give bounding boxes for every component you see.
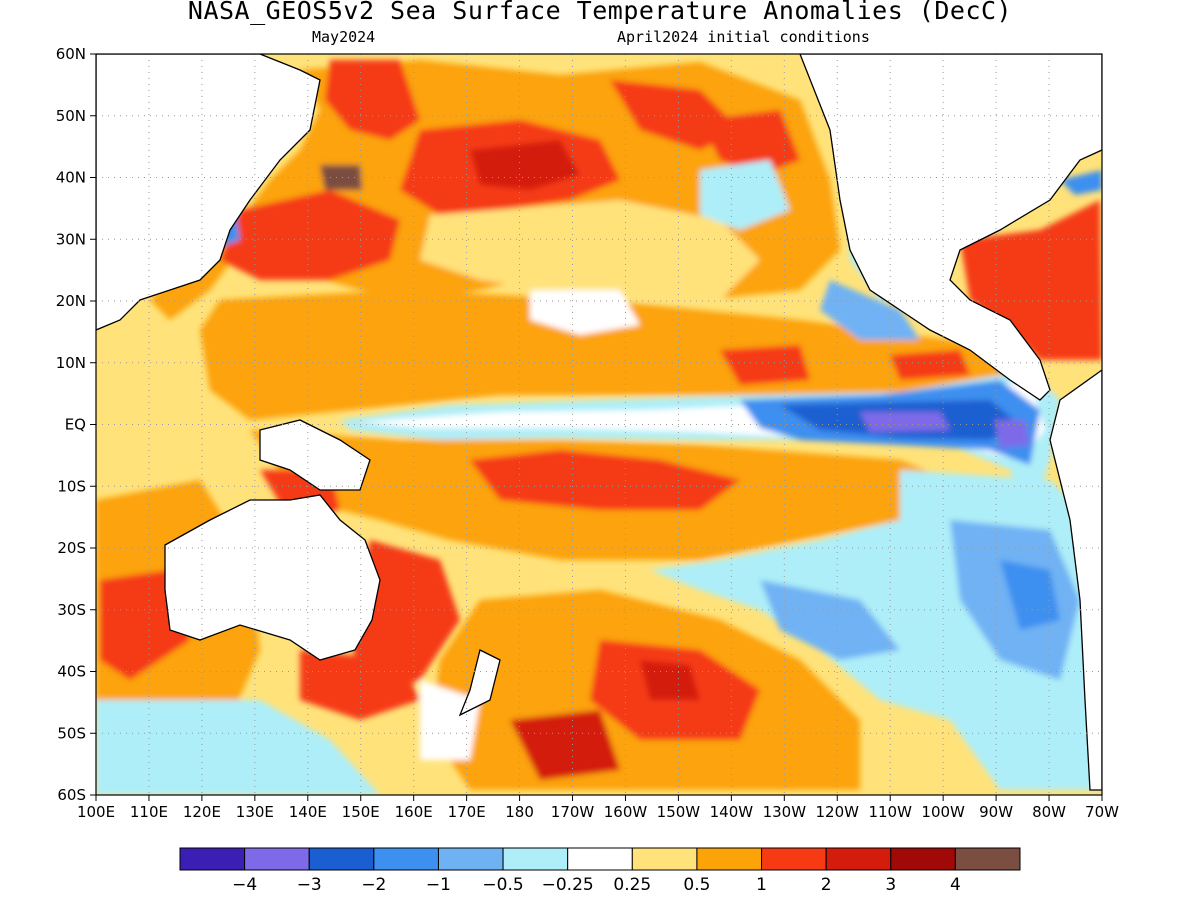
lon-label: 70W	[1085, 803, 1119, 821]
colorbar-swatch	[825, 847, 892, 871]
colorbar-swatch	[437, 847, 504, 871]
lon-label: 150W	[657, 803, 701, 821]
colorbar-swatch	[179, 847, 246, 871]
colorbar-label: −2	[361, 875, 386, 895]
lon-label: 100W	[921, 803, 965, 821]
map-title: NASA_GEOS5v2 Sea Surface Temperature Ano…	[187, 0, 1013, 25]
longitude-labels: 100E 110E 120E 130E 140E 150E 160E 170E 180 170W 1…	[77, 803, 1119, 821]
lon-label: 110E	[130, 803, 168, 821]
lat-label: 30N	[56, 230, 86, 248]
lon-label: 160E	[395, 803, 433, 821]
lat-label: 10S	[57, 477, 86, 495]
lon-label: 150E	[342, 803, 380, 821]
lon-label: 100E	[77, 803, 115, 821]
colorbar-swatch	[308, 847, 375, 871]
colorbar-label: 0.25	[613, 875, 651, 895]
lon-label: 160W	[604, 803, 648, 821]
forecast-month: May2024	[312, 28, 376, 46]
lon-label: 90W	[979, 803, 1013, 821]
colorbar-swatch	[954, 847, 1021, 871]
lon-label: 130W	[763, 803, 807, 821]
lon-label: 140E	[289, 803, 327, 821]
latitude-labels: 60N 50N 40N 30N 20N 10N EQ 10S 20S 30S 40S 50S 60S	[56, 45, 86, 804]
colorbar-label: 3	[885, 875, 896, 895]
colorbar-swatch	[567, 847, 633, 871]
colorbar-swatch	[502, 847, 569, 871]
lat-label: 20S	[57, 539, 86, 557]
colorbar-label: 0.5	[683, 875, 710, 895]
lon-label: 120W	[816, 803, 860, 821]
axis-ticks	[90, 53, 1103, 801]
colorbar-swatch	[696, 847, 763, 871]
colorbar-swatch	[761, 847, 827, 871]
colorbar-label: −3	[297, 875, 322, 895]
lon-label: 130E	[236, 803, 274, 821]
colorbar-swatch	[631, 847, 698, 871]
lon-label: 170W	[551, 803, 595, 821]
lat-label: EQ	[65, 416, 86, 434]
colorbar-swatch	[890, 847, 956, 871]
colorbar-labels: −4 −3 −2 −1 −0.5 −0.25 0.25 0.5 1 2 3 4	[232, 875, 961, 895]
lat-label: 60S	[57, 786, 86, 804]
lon-label: 170E	[448, 803, 486, 821]
lat-label: 10N	[56, 354, 86, 372]
colorbar	[179, 847, 1021, 871]
lat-label: 50S	[57, 724, 86, 742]
colorbar-swatch	[244, 847, 310, 871]
lon-label: 140W	[710, 803, 754, 821]
colorbar-label: 4	[950, 875, 961, 895]
lon-label: 120E	[183, 803, 221, 821]
lat-label: 20N	[56, 292, 86, 310]
colorbar-label: −0.25	[542, 875, 594, 895]
lon-label: 80W	[1032, 803, 1066, 821]
lat-label: 50N	[56, 107, 86, 125]
colorbar-label: −0.5	[482, 875, 523, 895]
lat-label: 60N	[56, 45, 86, 63]
colorbar-label: 2	[821, 875, 832, 895]
colorbar-label: 1	[756, 875, 767, 895]
colorbar-label: −4	[232, 875, 257, 895]
lon-label: 180	[505, 803, 534, 821]
lat-label: 30S	[57, 601, 86, 619]
colorbar-swatch	[373, 847, 439, 871]
lat-label: 40N	[56, 169, 86, 187]
anomaly-field	[96, 54, 1102, 795]
lat-label: 40S	[57, 663, 86, 681]
initial-conditions: April2024 initial conditions	[617, 28, 870, 46]
colorbar-label: −1	[426, 875, 451, 895]
lon-label: 110W	[868, 803, 912, 821]
